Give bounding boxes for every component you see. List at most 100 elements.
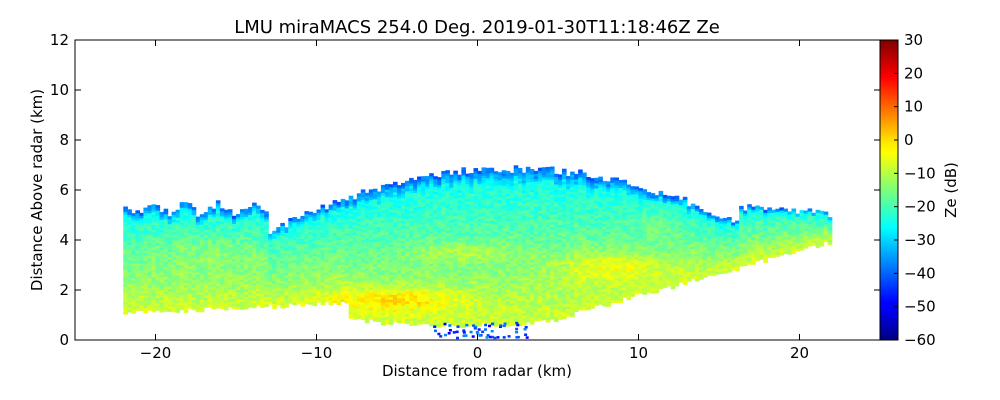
echo-cell xyxy=(312,270,318,274)
echo-cell xyxy=(300,235,305,239)
echo-cell xyxy=(433,201,438,205)
echo-cell xyxy=(384,259,390,263)
echo-cell xyxy=(509,270,515,274)
echo-cell xyxy=(477,233,483,237)
echo-cell xyxy=(421,178,426,182)
echo-cell xyxy=(256,210,261,214)
echo-cell xyxy=(284,287,289,291)
echo-cell xyxy=(256,255,261,259)
echo-cell xyxy=(417,261,422,265)
echo-cell xyxy=(376,229,382,233)
echo-cell xyxy=(199,266,205,270)
echo-cell xyxy=(521,312,527,316)
echo-cell xyxy=(397,297,402,301)
echo-cell xyxy=(372,293,378,297)
echo-cell xyxy=(501,200,507,204)
echo-cell xyxy=(429,255,434,259)
echo-cell xyxy=(421,236,426,240)
echo-cell xyxy=(296,241,301,245)
echo-cell xyxy=(429,240,434,244)
echo-cell xyxy=(135,217,140,221)
echo-cell xyxy=(167,278,173,282)
echo-cell xyxy=(155,287,161,291)
echo-cell xyxy=(232,230,237,234)
echo-cell xyxy=(461,199,466,203)
echo-cell xyxy=(521,187,527,191)
echo-cell xyxy=(296,256,301,260)
echo-cell xyxy=(268,256,273,260)
echo-cell xyxy=(159,244,165,248)
echo-cell xyxy=(409,292,414,296)
echo-cell xyxy=(368,196,374,200)
echo-cell xyxy=(344,270,350,274)
echo-cell xyxy=(384,229,390,233)
echo-cell xyxy=(352,296,358,300)
echo-cell xyxy=(260,257,265,261)
echo-cell xyxy=(521,217,527,221)
echo-cell xyxy=(364,212,370,216)
echo-cell xyxy=(441,183,446,187)
echo-cell xyxy=(191,279,197,283)
echo-cell xyxy=(533,280,539,284)
echo-cell xyxy=(227,214,233,218)
echo-cell xyxy=(324,224,330,228)
echo-cell xyxy=(340,243,346,247)
echo-cell xyxy=(240,229,245,233)
echo-cell xyxy=(135,235,140,239)
echo-cell xyxy=(517,308,523,312)
echo-cell xyxy=(372,276,378,280)
echo-cell xyxy=(191,224,197,228)
echo-cell xyxy=(409,302,414,306)
echo-cell xyxy=(533,173,539,177)
echo-cell xyxy=(316,252,322,256)
echo-cell xyxy=(159,289,165,293)
echo-cell xyxy=(296,248,301,252)
echo-cell xyxy=(489,230,495,234)
echo-cell xyxy=(260,299,265,303)
echo-cell xyxy=(240,291,245,295)
echo-cell xyxy=(344,262,350,266)
echo-cell xyxy=(151,229,157,233)
echo-cell xyxy=(497,199,503,203)
echo-cell xyxy=(457,322,462,326)
echo-cell xyxy=(501,227,507,231)
echo-cell xyxy=(461,227,466,231)
echo-cell xyxy=(453,228,458,232)
echo-cell xyxy=(537,292,543,296)
echo-cell xyxy=(529,281,535,285)
echo-cell xyxy=(332,265,338,269)
echo-cell xyxy=(252,272,257,276)
echo-cell xyxy=(232,225,237,229)
echo-cell xyxy=(151,289,157,293)
echo-cell xyxy=(328,294,334,298)
echo-cell xyxy=(320,214,326,218)
echo-cell xyxy=(501,267,507,271)
echo-cell xyxy=(179,304,185,308)
echo-cell xyxy=(401,230,406,234)
echo-cell xyxy=(360,194,366,198)
echo-cell xyxy=(376,194,382,198)
echo-cell xyxy=(413,294,418,298)
echo-cell xyxy=(211,288,217,292)
echo-cell xyxy=(449,304,454,308)
echo-cell xyxy=(397,300,402,304)
echo-cell xyxy=(304,246,309,250)
echo-cell xyxy=(135,270,140,274)
echo-cell xyxy=(227,224,233,228)
echo-cell xyxy=(425,201,430,205)
echo-cell xyxy=(276,299,281,303)
echo-cell xyxy=(175,227,181,231)
echo-cell xyxy=(368,191,374,195)
echo-cell xyxy=(517,175,523,179)
echo-cell xyxy=(433,318,438,322)
echo-cell xyxy=(473,268,479,272)
echo-cell xyxy=(481,214,487,218)
echo-cell xyxy=(320,224,326,228)
echo-cell xyxy=(240,234,245,238)
echo-cell xyxy=(195,244,201,248)
echo-cell xyxy=(517,280,523,284)
echo-cell xyxy=(461,242,466,246)
echo-cell xyxy=(413,222,418,226)
echo-cell xyxy=(533,205,539,209)
echo-cell xyxy=(388,291,394,295)
